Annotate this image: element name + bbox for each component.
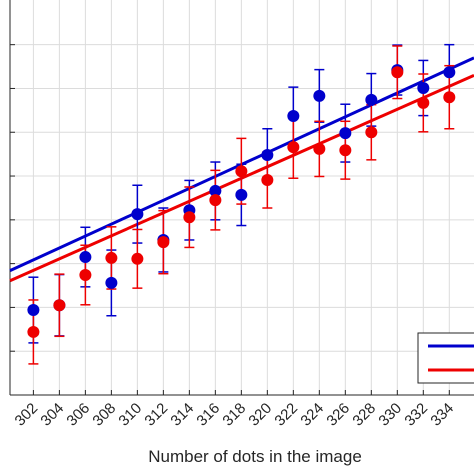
marker	[417, 96, 430, 109]
x-tick-label: 322	[271, 400, 301, 430]
x-tick-label: 306	[63, 400, 93, 430]
marker	[131, 252, 144, 265]
marker	[391, 66, 404, 79]
x-tick-label: 334	[427, 400, 457, 430]
x-tick-label: 320	[245, 400, 275, 430]
marker	[287, 141, 300, 154]
x-tick-label: 302	[12, 400, 42, 430]
marker	[79, 269, 92, 282]
marker	[27, 304, 40, 317]
x-tick-label: 324	[297, 400, 327, 430]
marker	[339, 127, 352, 140]
marker	[261, 173, 274, 186]
x-tick-label: 312	[141, 400, 171, 430]
x-axis-label: Number of dots in the image	[148, 447, 362, 466]
x-tick-label: 308	[89, 400, 119, 430]
x-tick-label: 314	[167, 400, 197, 430]
x-tick-label: 304	[37, 400, 67, 430]
marker	[105, 251, 118, 264]
x-tick-label: 310	[115, 400, 145, 430]
marker	[417, 82, 430, 95]
marker	[235, 165, 248, 178]
marker	[209, 184, 222, 197]
marker	[53, 299, 66, 312]
x-tick-label: 316	[193, 400, 223, 430]
legend-box	[417, 332, 474, 384]
marker	[131, 208, 144, 221]
marker	[443, 91, 456, 104]
marker	[313, 89, 326, 102]
marker	[157, 236, 170, 249]
marker	[365, 93, 378, 106]
marker	[287, 110, 300, 123]
x-tick-label: 318	[219, 400, 249, 430]
marker	[339, 144, 352, 157]
marker	[235, 188, 248, 201]
marker	[183, 211, 196, 224]
marker	[313, 142, 326, 155]
marker	[443, 66, 456, 79]
marker	[27, 325, 40, 338]
marker	[79, 251, 92, 264]
marker	[261, 149, 274, 162]
x-tick-label: 328	[349, 400, 379, 430]
x-tick-label: 332	[401, 400, 431, 430]
x-tick-label: 326	[323, 400, 353, 430]
x-tick-label: 330	[375, 400, 405, 430]
marker	[105, 276, 118, 289]
marker	[365, 126, 378, 139]
marker	[209, 194, 222, 207]
